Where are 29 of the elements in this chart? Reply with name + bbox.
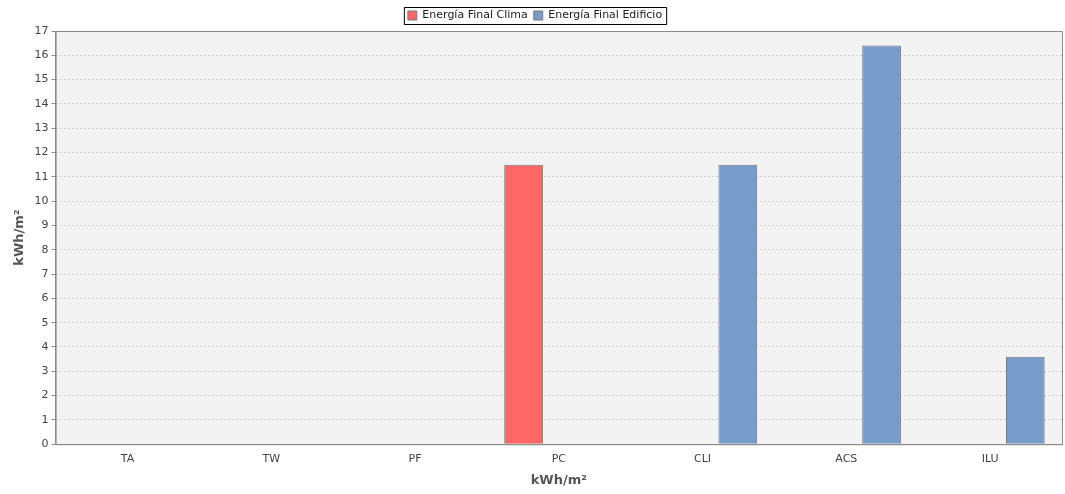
y-tick-label: 13: [34, 121, 49, 135]
y-tick-label: 8: [41, 242, 49, 256]
y-tick-label: 6: [41, 291, 49, 305]
y-tick-label: 2: [41, 388, 49, 402]
y-tick-label: 5: [41, 315, 49, 329]
y-tick-label: 16: [34, 48, 49, 62]
x-tick-label: TW: [261, 451, 281, 465]
legend-label: Energía Final Clima: [422, 8, 528, 22]
x-axis-title: kWh/m²: [530, 471, 587, 487]
x-tick-label: CLI: [694, 451, 712, 465]
x-tick-label: PF: [408, 451, 422, 465]
x-tick-label: TA: [119, 451, 135, 465]
y-tick-label: 1: [41, 412, 49, 426]
y-tick-label: 7: [41, 266, 49, 280]
y-tick-label: 11: [34, 169, 49, 183]
y-tick-label: 15: [34, 72, 49, 86]
y-tick-label: 14: [34, 96, 49, 110]
x-tick-label: ILU: [981, 451, 999, 465]
y-axis-title: kWh/m²: [11, 209, 27, 266]
legend-label: Energía Final Edificio: [548, 8, 663, 22]
y-tick-label: 9: [41, 218, 49, 232]
y-tick-label: 12: [34, 145, 49, 159]
y-tick-label: 4: [41, 339, 49, 353]
x-tick-label: ACS: [835, 451, 858, 465]
y-tick-label: 3: [41, 364, 49, 378]
y-tick-label: 10: [34, 194, 49, 207]
y-tick-label: 17: [34, 23, 49, 37]
y-tick-label: 0: [41, 437, 49, 451]
x-tick-label: PC: [551, 451, 567, 465]
